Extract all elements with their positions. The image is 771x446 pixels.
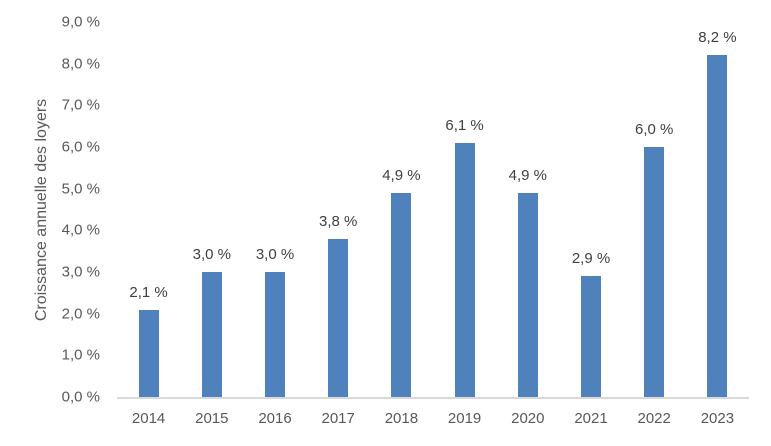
x-tick-label: 2023 <box>700 410 735 427</box>
y-tick-label: 1,0 % <box>61 346 100 364</box>
data-label: 4,9 % <box>508 166 547 184</box>
data-label: 2,1 % <box>129 283 168 301</box>
bar-2015 <box>201 272 222 397</box>
data-label: 3,0 % <box>255 246 295 263</box>
data-label: 2,9 % <box>571 250 611 268</box>
y-tick-label: 6,0 % <box>61 138 100 156</box>
y-tick-label: 8,0 % <box>61 55 100 73</box>
x-tick-label: 2019 <box>447 410 482 427</box>
y-tick-label: 5,0 % <box>61 180 100 198</box>
y-tick-label: 2,0 % <box>61 305 100 323</box>
x-tick-label: 2021 <box>574 410 608 427</box>
y-tick-label: 7,0 % <box>61 96 100 114</box>
x-tick-label: 2016 <box>258 410 292 427</box>
data-label: 3,0 % <box>192 246 231 263</box>
bar-2016 <box>265 272 285 397</box>
data-label: 4,9 % <box>382 166 421 184</box>
bar-2023 <box>707 55 728 397</box>
data-label: 8,2 % <box>698 29 737 47</box>
x-tick-label: 2020 <box>511 410 545 427</box>
bar-2017 <box>328 238 349 397</box>
x-axis-line <box>117 397 749 399</box>
y-axis-title: Croissance annuelle des loyers <box>33 98 50 322</box>
bar-2019 <box>454 142 475 397</box>
data-label: 3,8 % <box>319 212 358 230</box>
bar-2014 <box>138 309 159 397</box>
data-label: 6,1 % <box>445 116 484 134</box>
bar-2020 <box>517 192 538 397</box>
data-label: 6,0 % <box>635 121 674 138</box>
x-tick-label: 2017 <box>321 410 355 427</box>
y-tick-label: 4,0 % <box>61 221 100 239</box>
y-tick-label: 9,0 % <box>61 13 100 31</box>
x-tick-label: 2014 <box>131 410 166 427</box>
bar-2021 <box>581 276 601 397</box>
y-tick-label: 0,0 % <box>61 388 100 406</box>
y-tick-label: 3,0 % <box>61 263 100 281</box>
x-tick-label: 2022 <box>637 410 671 427</box>
bar-2022 <box>644 147 665 397</box>
bar-2018 <box>391 192 412 397</box>
x-tick-label: 2015 <box>195 410 229 427</box>
x-tick-label: 2018 <box>384 410 419 427</box>
